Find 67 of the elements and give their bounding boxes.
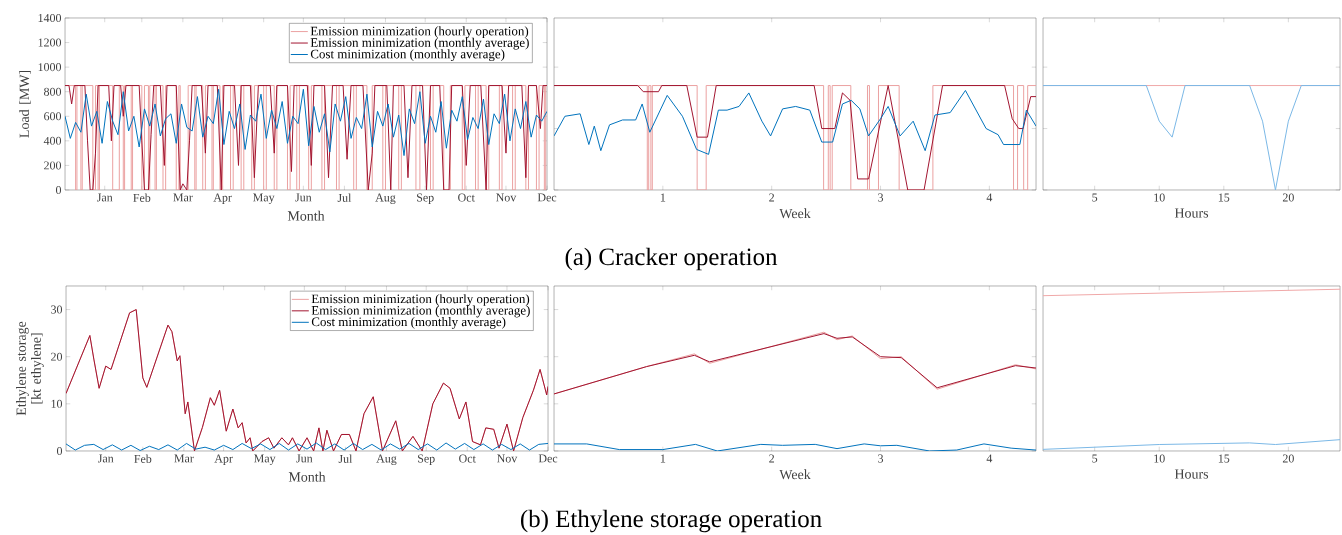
x-tick-label: 20 [1282,454,1294,463]
x-tick-label: 4 [986,454,993,463]
x-tick-label: 15 [1218,193,1230,202]
x-tick-label: 5 [1092,454,1098,463]
x-tick-label: 2 [769,193,775,202]
x-tick-label: Feb [133,193,151,202]
x-tick-label: 2 [769,454,775,463]
y-tick-label: 1000 [38,63,62,72]
x-tick-label: 20 [1282,193,1294,202]
y-tick-label: 800 [44,87,62,96]
x-axis-title: Week [779,208,811,219]
y-tick-label: 1400 [38,13,62,23]
y-tick-label: 400 [43,136,62,145]
x-axis-title: Month [287,210,325,221]
y-axis-title: Ethylene storage [kt ethylene] [16,321,44,416]
text: (a) Cracker operation [565,247,778,271]
x-tick-label: 10 [1154,193,1165,202]
x-tick-label: 4 [986,193,993,202]
x-tick-label: Jul [337,193,352,202]
x-tick-label: 15 [1218,454,1230,463]
x-tick-label: Sep [417,193,434,204]
legend-label: Cost minimization (monthly average) [311,317,506,329]
y-tick-label: 0 [56,446,63,456]
x-tick-label: 1 [660,193,666,202]
x-axis-title: Hours [1174,469,1209,479]
y-tick-label: 10 [51,399,63,408]
x-axis-title: Month [288,471,326,482]
x-tick-label: Oct [458,193,475,202]
y-axis-title: Load [MW] [19,70,31,138]
x-tick-label: Feb [134,454,152,463]
x-tick-label: Nov [497,454,518,463]
x-tick-label: Mar [174,454,194,463]
x-tick-label: Dec [538,454,558,463]
x-tick-label: 3 [878,193,884,202]
x-tick-label: Mar [173,193,193,202]
x-tick-label: Jan [98,454,114,463]
y-tick-label: 1200 [38,38,62,47]
y-tick-label: 20 [51,352,63,361]
legend-label: Cost minimization (monthly average) [310,49,505,62]
x-tick-label: Jul [338,454,353,463]
x-tick-label: Aug [376,454,397,465]
x-tick-label: 1 [660,454,666,463]
x-tick-label: 10 [1154,454,1165,463]
x-tick-label: Oct [459,454,476,463]
x-tick-label: Aug [375,193,396,204]
x-tick-label: Sep [418,454,435,465]
x-tick-label: Apr [214,454,233,465]
x-tick-label: Jun [296,454,313,463]
x-tick-label: 3 [878,454,884,463]
legend-label: Emission minimization (hourly operation) [311,294,530,306]
x-axis-title: Hours [1174,208,1209,218]
x-tick-label: Jun [295,193,312,202]
legend-label: Emission minimization (monthly average) [311,305,530,318]
y-tick-label: 30 [51,305,63,314]
x-tick-label: Nov [496,193,517,202]
x-tick-label: Apr [213,193,232,204]
y-tick-label: 0 [55,185,62,195]
y-tick-label: 600 [44,112,62,121]
legend-label: Emission minimization (monthly average) [310,37,529,50]
x-tick-label: May [254,454,276,465]
x-tick-label: Jan [97,193,113,202]
x-tick-label: May [253,193,275,204]
text: (b) Ethylene storage operation [520,509,822,533]
x-tick-label: 5 [1092,193,1098,202]
x-tick-label: Dec [537,193,557,202]
x-axis-title: Week [779,469,811,480]
y-tick-label: 200 [44,161,62,170]
